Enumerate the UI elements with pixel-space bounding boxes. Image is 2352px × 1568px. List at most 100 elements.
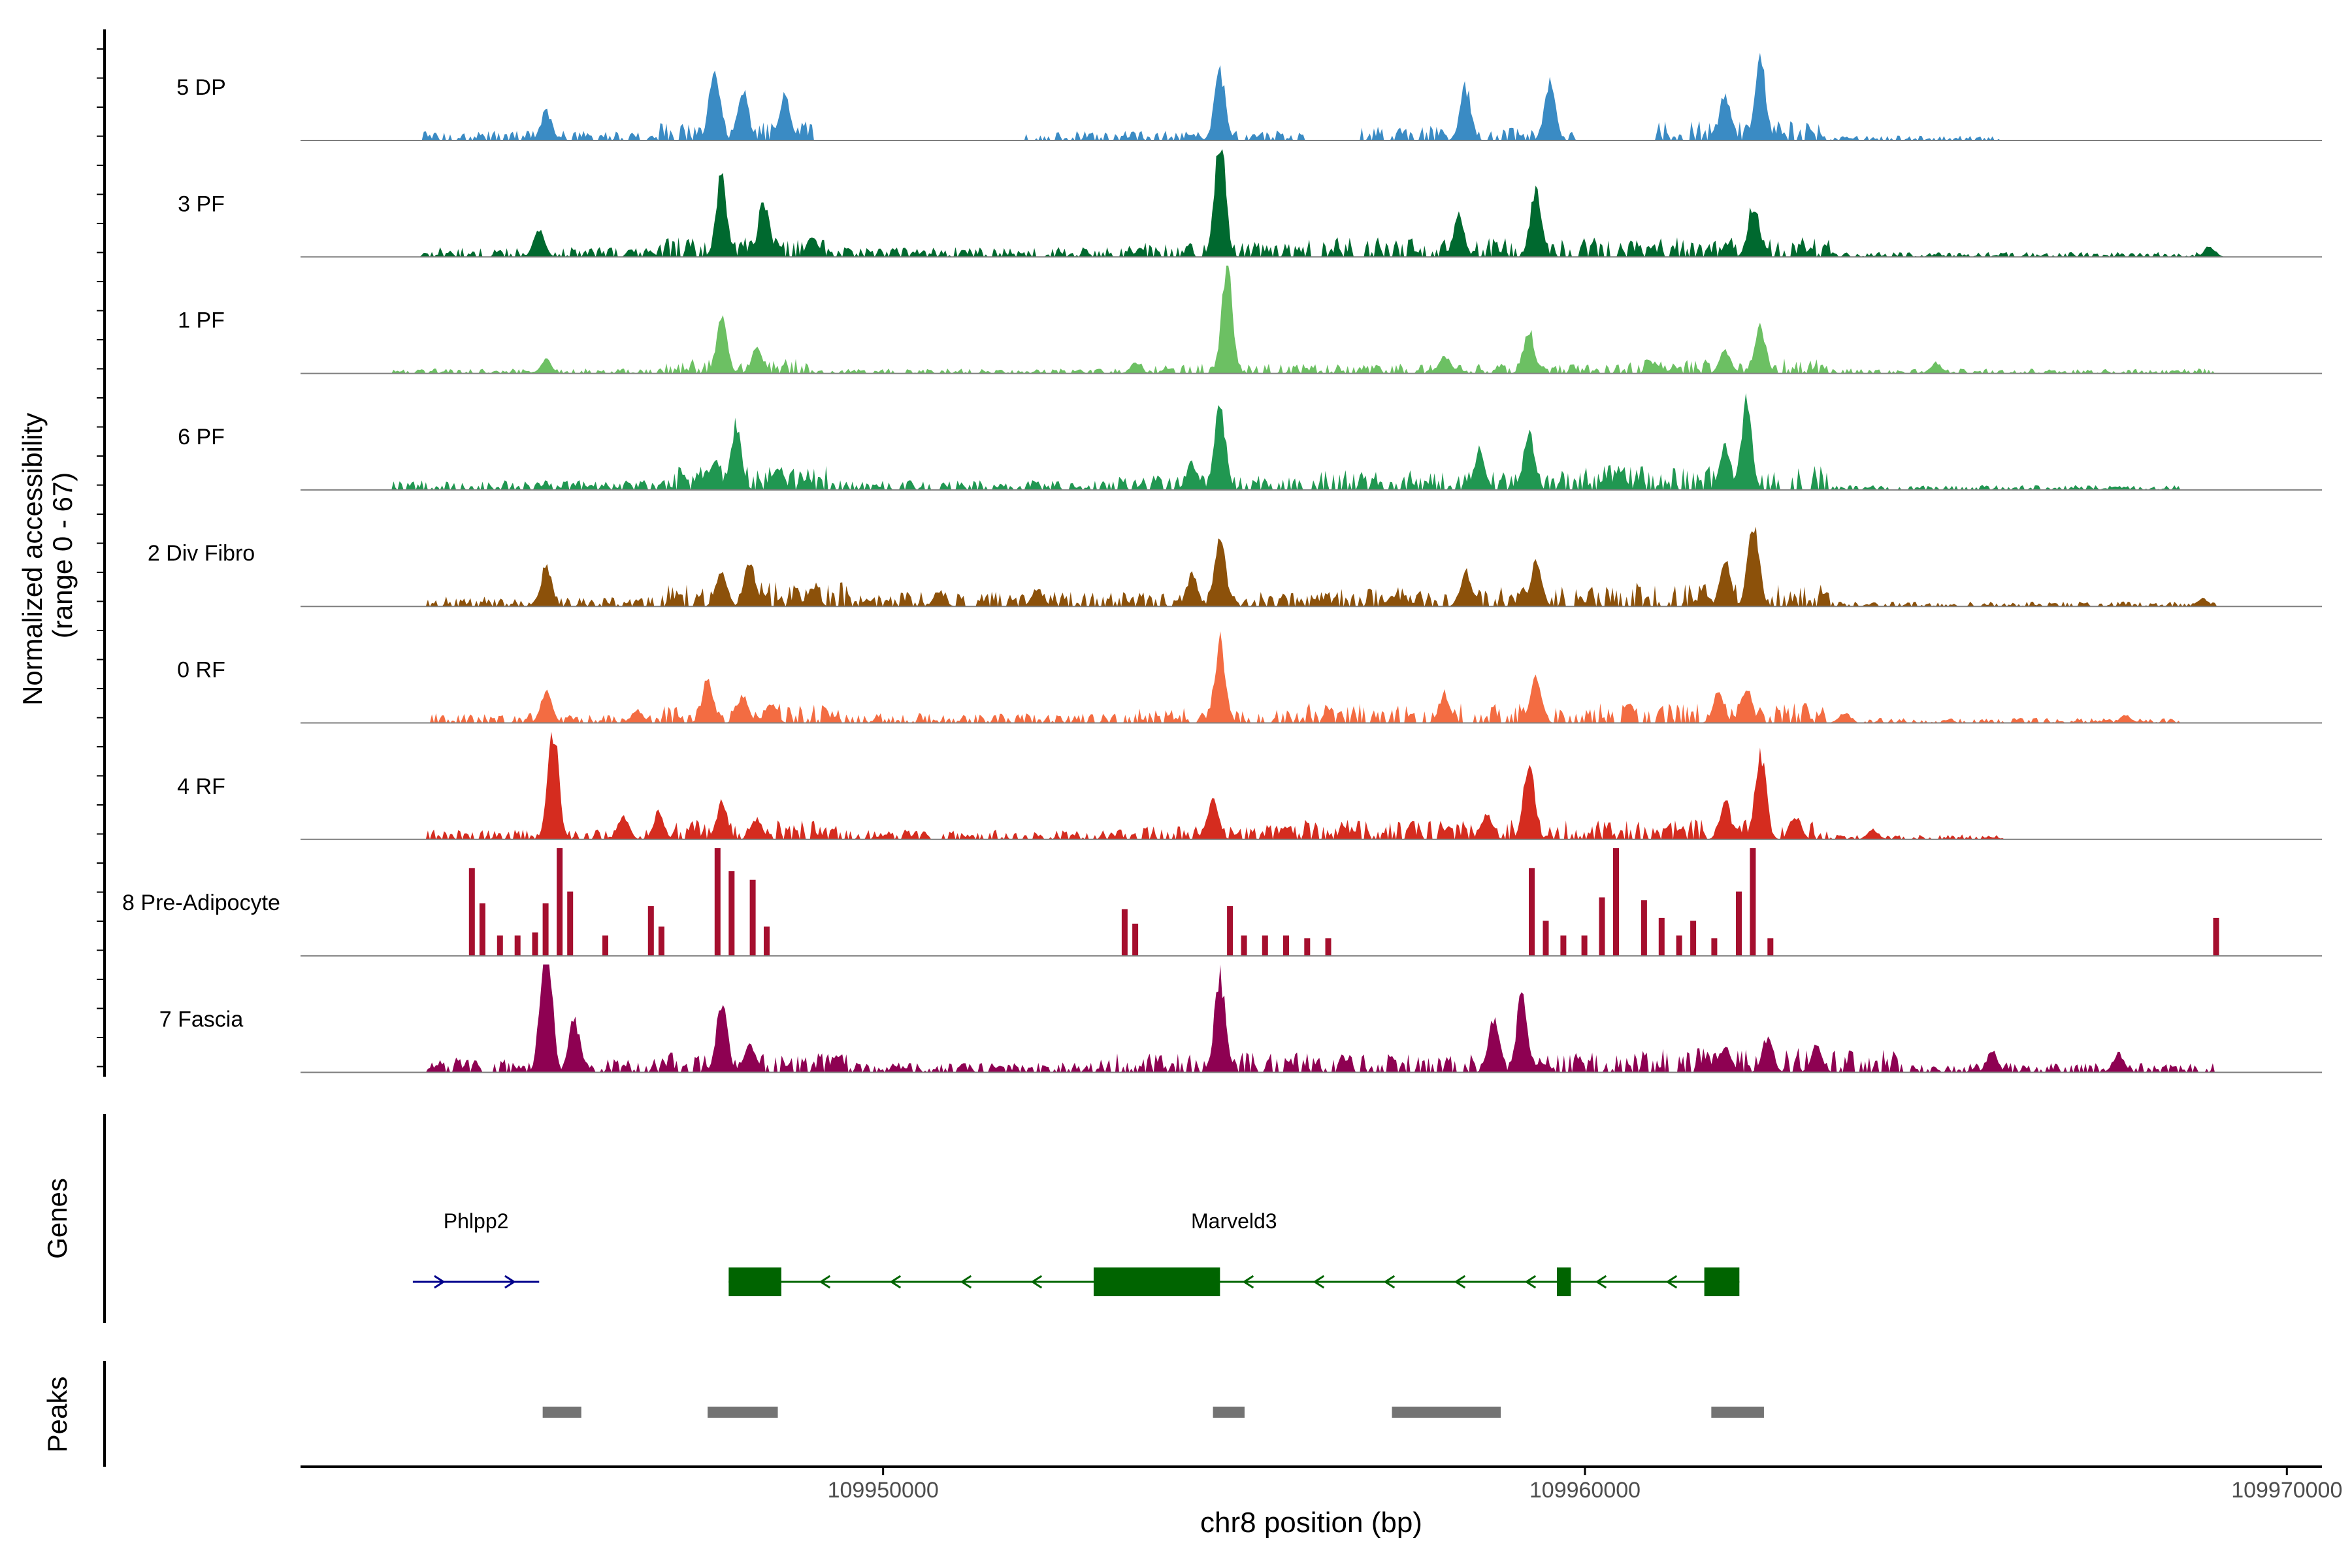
track-label-6-pf: 6 PF [178, 425, 225, 449]
coverage-bar [749, 879, 756, 956]
coverage-bar [1767, 938, 1774, 956]
y-axis-title-line1: Normalized accessibility [17, 413, 48, 706]
strand-arrow [1665, 1275, 1678, 1289]
gene-exon [1093, 1267, 1220, 1296]
gene-name-label: Marveld3 [1191, 1209, 1277, 1233]
track-label-1-pf: 1 PF [178, 308, 225, 333]
coverage-bar [1227, 906, 1233, 956]
coverage-bar [1529, 868, 1535, 956]
x-tick-label: 109950000 [828, 1478, 939, 1503]
track-label-5-dp: 5 DP [176, 75, 226, 100]
peak-region [1213, 1407, 1245, 1418]
gene-marveld3: Marveld3 [728, 1209, 1740, 1296]
coverage-bar [1690, 921, 1697, 956]
strand-arrow [1030, 1275, 1043, 1289]
track-label-7-fascia: 7 Fascia [159, 1007, 244, 1032]
coverage-bar [542, 903, 549, 956]
coverage-bar [1325, 938, 1331, 956]
track-label-2-div-fibro: 2 Div Fibro [148, 541, 255, 566]
strand-arrow [1383, 1275, 1396, 1289]
strand-arrow [819, 1275, 831, 1289]
coverage-y-axis-ticks [97, 48, 105, 1068]
track-2-div-fibro: 2 Div Fibro [148, 527, 2322, 608]
track-label-8-pre-adipocyte: 8 Pre-Adipocyte [122, 890, 280, 915]
track-5-dp: 5 DP [176, 52, 2322, 141]
gene-name-label: Phlpp2 [444, 1209, 509, 1233]
coverage-area [301, 149, 2322, 257]
strand-arrow [960, 1275, 972, 1289]
coverage-area [301, 731, 2322, 840]
strand-arrow [434, 1275, 446, 1289]
strand-arrow [889, 1275, 902, 1289]
peaks-track-label: Peaks [42, 1377, 73, 1453]
x-axis-ticks: 109950000 109960000 109970000 [828, 1467, 2342, 1503]
coverage-bar [602, 935, 608, 956]
gene-exon [1557, 1267, 1571, 1296]
coverage-bar [1560, 935, 1567, 956]
coverage-bar [714, 848, 721, 956]
coverage-bar [1121, 909, 1128, 956]
coverage-bar [1599, 897, 1605, 956]
strand-arrow [1242, 1275, 1254, 1289]
coverage-bar [557, 848, 563, 956]
coverage-bar [1750, 848, 1756, 956]
coverage-bar [764, 926, 770, 956]
strand-arrow [1595, 1275, 1607, 1289]
coverage-bar [658, 926, 664, 956]
coverage-area [301, 52, 2322, 140]
coverage-bar [1132, 923, 1139, 956]
coverage-bar [514, 935, 521, 956]
x-tick-label: 109960000 [1529, 1478, 1641, 1503]
coverage-bar [497, 935, 503, 956]
coverage-bar [1241, 935, 1247, 956]
coverage-bar [1304, 938, 1311, 956]
track-1-pf: 1 PF [178, 265, 2322, 374]
coverage-bar [1658, 917, 1665, 956]
strand-arrow [1524, 1275, 1537, 1289]
coverage-bar [532, 932, 538, 956]
x-tick-label: 109970000 [2231, 1478, 2342, 1503]
coverage-area [301, 265, 2322, 374]
coverage-area [301, 393, 2322, 490]
gene-exon [1704, 1267, 1740, 1296]
gene-exon [728, 1267, 781, 1296]
peak-region [1392, 1407, 1501, 1418]
coverage-bar [1543, 921, 1549, 956]
strand-arrow [504, 1275, 516, 1289]
track-label-4-rf: 4 RF [177, 774, 225, 799]
coverage-bar [1613, 848, 1619, 956]
coverage-bar [1262, 935, 1268, 956]
strand-arrow [1454, 1275, 1466, 1289]
coverage-bar [728, 871, 735, 956]
coverage-area [301, 527, 2322, 607]
coverage-bar [1283, 935, 1289, 956]
coverage-bar [1641, 900, 1647, 956]
x-axis-title: chr8 position (bp) [1200, 1507, 1422, 1539]
track-6-pf: 6 PF [178, 393, 2322, 491]
track-0-rf: 0 RF [177, 631, 2322, 724]
coverage-area [301, 631, 2322, 723]
coverage-bar [1581, 935, 1588, 956]
coverage-bar [2213, 917, 2219, 956]
gene-models: Phlpp2 Marveld3 [412, 1209, 1740, 1296]
track-7-fascia: 7 Fascia [159, 964, 2322, 1073]
peak-region [708, 1407, 778, 1418]
track-label-3-pf: 3 PF [178, 191, 225, 216]
coverage-bar [468, 868, 475, 956]
coverage-bar [567, 891, 574, 956]
track-8-pre-adipocyte: 8 Pre-Adipocyte [122, 848, 2322, 957]
track-label-0-rf: 0 RF [177, 658, 225, 683]
track-4-rf: 4 RF [177, 731, 2322, 840]
peak-region [542, 1407, 581, 1418]
coverage-bar [479, 903, 485, 956]
coverage-bar [1676, 935, 1682, 956]
coverage-tracks: 5 DP 3 PF 1 PF 6 PF 2 Div Fibro 0 RF 4 RF 8 Pre… [122, 52, 2322, 1073]
peak-region [1711, 1407, 1764, 1418]
strand-arrow [1313, 1275, 1325, 1289]
y-axis-title: Normalized accessibility (range 0 - 67) [17, 405, 78, 706]
coverage-bar [1711, 938, 1718, 956]
peak-regions [542, 1407, 1764, 1418]
coverage-bar [1736, 891, 1742, 956]
coverage-bar [647, 906, 654, 956]
track-3-pf: 3 PF [178, 149, 2322, 258]
